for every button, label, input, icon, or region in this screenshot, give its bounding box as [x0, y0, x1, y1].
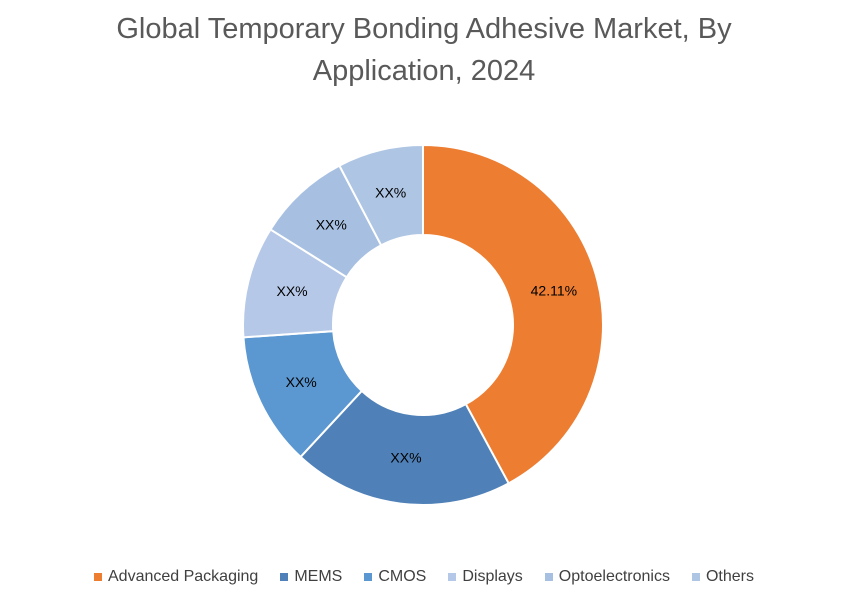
- legend-swatch: [280, 573, 289, 581]
- legend: Advanced Packaging MEMS CMOS Displays Optoel…: [0, 568, 848, 586]
- donut-slice: [299, 389, 510, 506]
- legend-item: Advanced Packaging: [94, 568, 258, 586]
- data-label: 42.11%: [531, 283, 577, 299]
- legend-label: Optoelectronics: [558, 568, 670, 585]
- legend-swatch: [544, 573, 553, 581]
- legend-item: Optoelectronics: [544, 568, 670, 586]
- legend-swatch: [691, 573, 700, 581]
- legend-swatch: [364, 573, 373, 581]
- legend-label: CMOS: [378, 568, 427, 585]
- legend-label: Others: [705, 568, 754, 585]
- chart: 42.11% XX% XX% XX% XX% XX%: [242, 143, 604, 506]
- legend-item: Displays: [448, 568, 523, 586]
- legend-item: CMOS: [364, 568, 426, 586]
- data-label: XX%: [390, 450, 421, 466]
- data-label: XX%: [316, 217, 347, 233]
- legend-swatch: [94, 573, 102, 581]
- legend-label: Advanced Packaging: [108, 568, 259, 585]
- legend-label: MEMS: [294, 568, 343, 585]
- data-label: XX%: [286, 374, 317, 390]
- donut-slice: [422, 143, 604, 485]
- chart-title: Global Temporary Bonding Adhesive Market…: [116, 13, 732, 87]
- data-label: XX%: [375, 185, 406, 201]
- donut-slice: [338, 143, 424, 247]
- legend-swatch: [448, 573, 457, 581]
- legend-label: Displays: [462, 568, 523, 585]
- data-label: XX%: [276, 283, 307, 299]
- legend-item: Others: [691, 568, 754, 586]
- legend-item: MEMS: [280, 568, 342, 586]
